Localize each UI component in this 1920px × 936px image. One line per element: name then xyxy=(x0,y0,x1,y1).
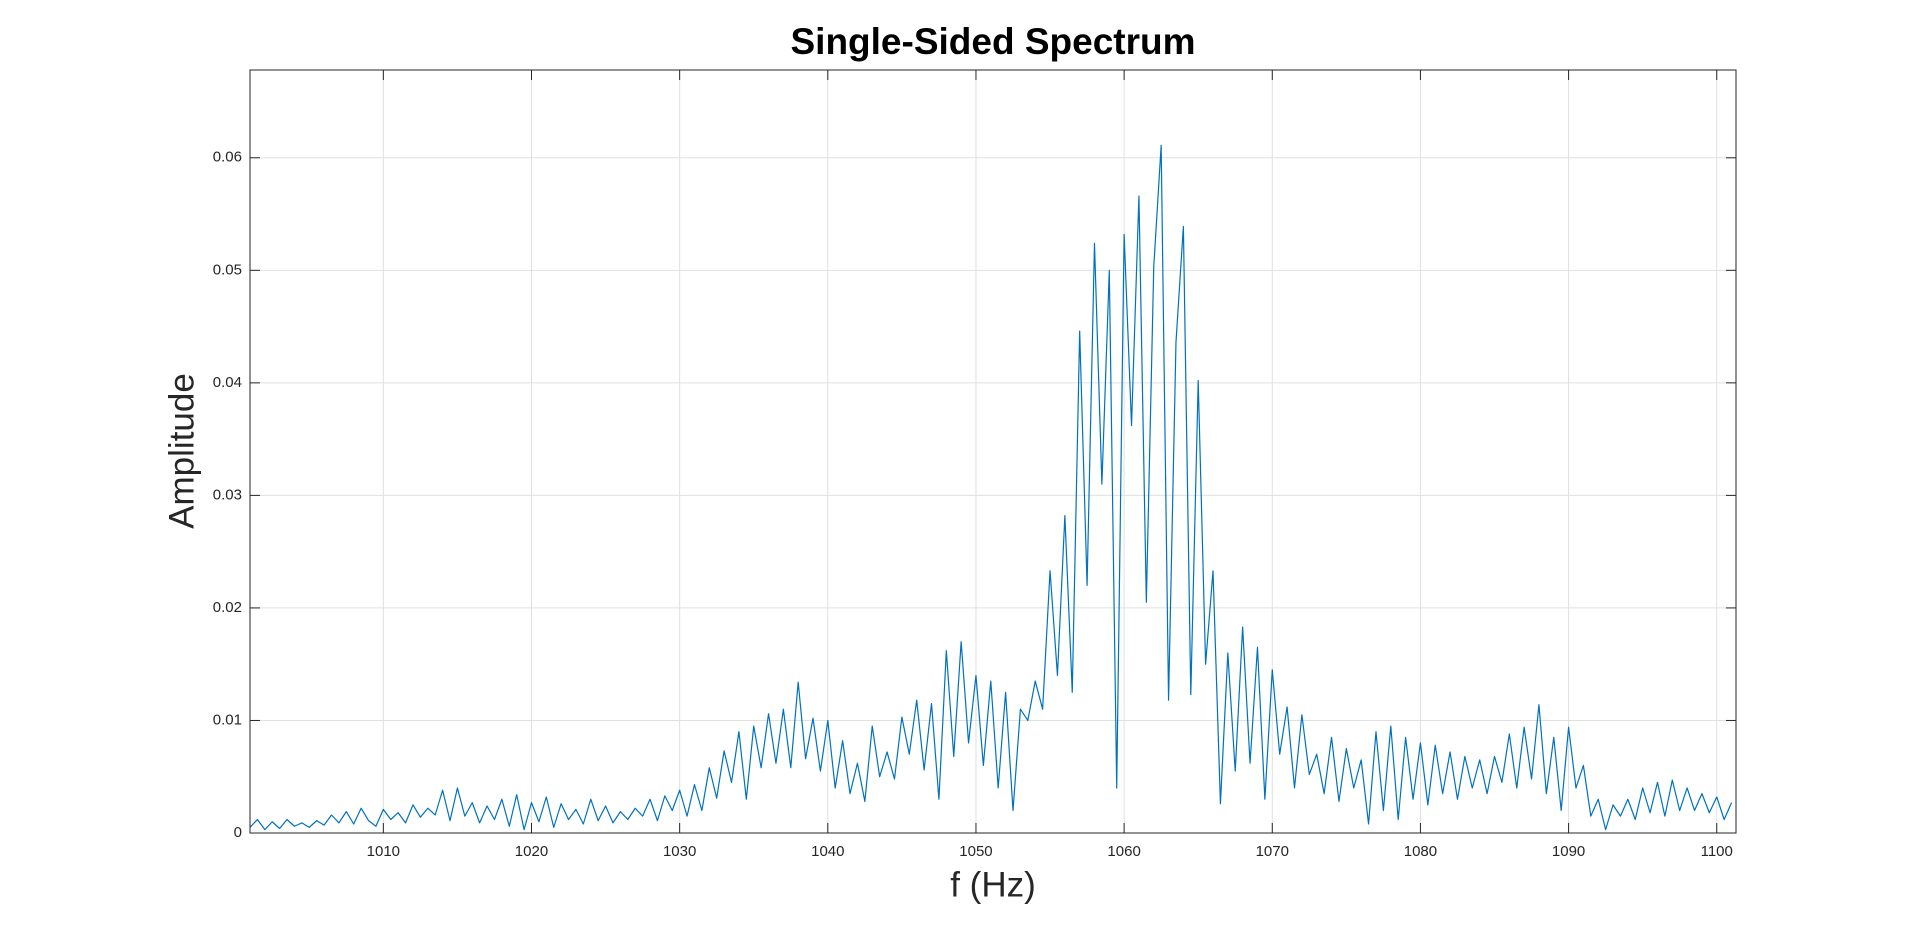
y-tick-label: 0.03 xyxy=(213,486,242,503)
x-tick-label: 1010 xyxy=(367,843,400,860)
y-tick-label: 0.04 xyxy=(213,374,242,391)
spectrum-line xyxy=(249,144,1733,831)
x-tick-label: 1080 xyxy=(1404,843,1437,860)
chart-title: Single-Sided Spectrum xyxy=(790,21,1195,62)
x-tick-label: 1090 xyxy=(1552,843,1585,860)
y-tick-label: 0.01 xyxy=(213,711,242,728)
plot-box xyxy=(249,69,1737,834)
x-tick-label: 1060 xyxy=(1107,843,1140,860)
x-tick-label: 1100 xyxy=(1701,843,1733,860)
x-tick-label: 1070 xyxy=(1256,843,1289,860)
x-tick-label: 1040 xyxy=(811,843,844,860)
x-tick-label: 1020 xyxy=(515,843,548,860)
x-axis-label: f (Hz) xyxy=(950,865,1036,904)
y-tick-label: 0 xyxy=(234,824,242,841)
y-tick-label: 0.02 xyxy=(213,599,242,616)
y-tick-label: 0.05 xyxy=(213,261,242,278)
y-axis-label: Amplitude xyxy=(162,373,201,529)
x-tick-label: 1030 xyxy=(663,843,696,860)
x-tick-label: 1050 xyxy=(959,843,992,860)
y-tick-label: 0.06 xyxy=(213,149,242,166)
